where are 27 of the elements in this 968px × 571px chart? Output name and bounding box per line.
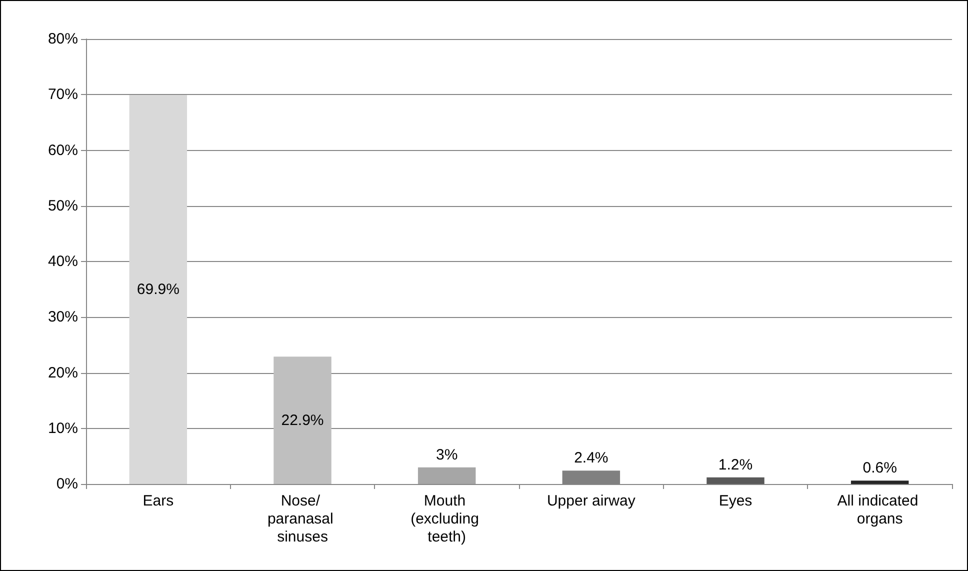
y-tick-label: 70%	[48, 86, 78, 104]
y-tick-label: 10%	[48, 420, 78, 437]
bar	[274, 356, 332, 484]
data-label: 22.9%	[281, 412, 324, 429]
data-label: 3%	[436, 446, 458, 464]
y-tick-label: 50%	[48, 197, 78, 214]
y-tick-label: 40%	[48, 253, 78, 270]
bar	[706, 477, 764, 484]
data-label: 0.6%	[862, 460, 897, 477]
bar	[562, 470, 620, 484]
y-tick-label: 80%	[48, 30, 78, 48]
y-tick-label: 60%	[48, 142, 78, 159]
y-tick-label: 30%	[48, 308, 78, 326]
data-label: 69.9%	[136, 281, 180, 298]
y-tick-label: 0%	[56, 476, 78, 492]
bar	[418, 467, 476, 484]
x-tick-label: Mouth (excluding teeth)	[410, 492, 484, 546]
x-tick-label: Upper airway	[546, 492, 636, 510]
y-tick-label: 20%	[48, 364, 78, 382]
data-label: 2.4%	[574, 450, 608, 467]
x-tick-label: Eyes	[718, 492, 752, 510]
bar	[129, 95, 188, 484]
bar	[850, 480, 909, 484]
x-tick-label: Nose/ paranasal sinuses	[267, 492, 338, 546]
data-label: 1.2%	[718, 456, 753, 474]
x-tick-label: Ears	[142, 492, 174, 510]
x-tick-label: All indicated organs	[837, 492, 922, 528]
